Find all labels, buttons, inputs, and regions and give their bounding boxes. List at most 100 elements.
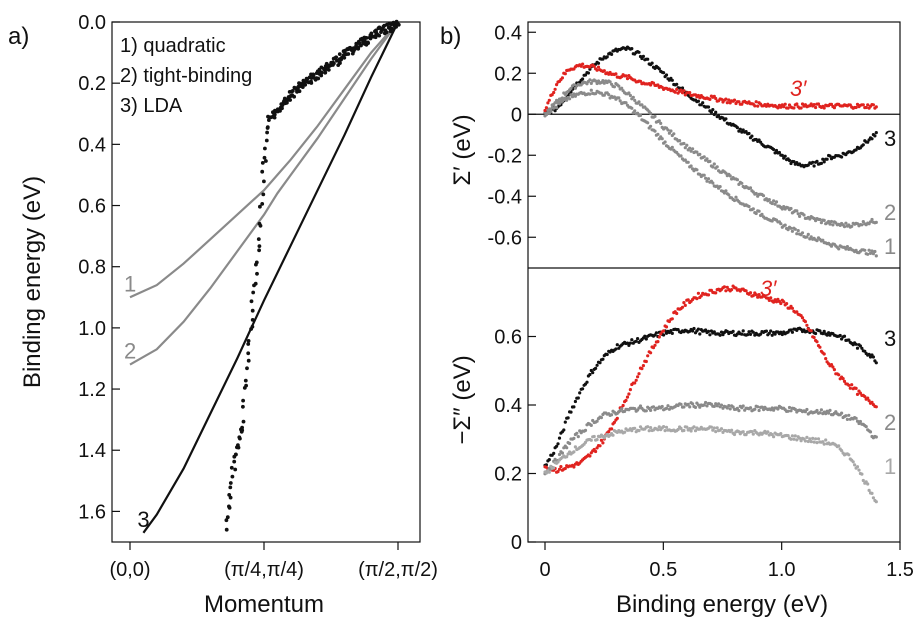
data-point [827, 331, 831, 335]
data-point [649, 408, 653, 412]
data-point [795, 438, 799, 442]
series-3′ [543, 62, 878, 113]
data-point [767, 331, 771, 335]
data-point [636, 375, 640, 379]
data-point [864, 425, 868, 429]
data-point [644, 337, 648, 341]
data-point [326, 68, 331, 72]
data-point [719, 403, 724, 407]
data-point [800, 231, 805, 235]
data-point [644, 409, 648, 413]
data-point [832, 106, 837, 110]
data-point [224, 518, 229, 523]
data-point [812, 335, 816, 340]
data-point [631, 95, 635, 99]
data-point [624, 101, 628, 105]
data-point [623, 430, 627, 434]
data-point [693, 429, 698, 433]
legend-entry: 3) LDA [120, 95, 183, 117]
data-point [364, 36, 369, 40]
data-point [569, 86, 573, 90]
data-point [692, 425, 696, 429]
x-tick-label: 1.5 [886, 559, 914, 581]
series-3′ [543, 284, 878, 474]
data-point [264, 159, 268, 163]
data-point [544, 106, 549, 110]
data-point [662, 425, 666, 429]
data-point [779, 330, 783, 334]
data-point [725, 285, 729, 289]
data-point [575, 431, 579, 435]
data-point [251, 290, 256, 295]
data-point [863, 248, 867, 252]
data-point [373, 35, 378, 40]
data-point [576, 396, 580, 400]
data-point [725, 101, 729, 105]
data-point [780, 153, 784, 157]
data-point [601, 79, 605, 83]
data-point [761, 408, 766, 412]
data-point [686, 298, 690, 302]
data-point [730, 428, 734, 432]
data-point [818, 345, 822, 349]
data-point [657, 119, 661, 123]
panel-a-series [129, 19, 401, 534]
data-point [236, 443, 240, 448]
panel-a-y-axis-title: Binding energy (eV) [19, 176, 46, 388]
data-point [812, 440, 816, 444]
data-point [547, 98, 551, 102]
data-point [712, 330, 716, 334]
data-point [688, 405, 692, 409]
data-point [718, 333, 722, 337]
curve-label: 1 [884, 234, 896, 259]
panel-b-x-axis-title: Binding energy (eV) [616, 591, 828, 618]
data-point [842, 225, 847, 229]
data-point [657, 425, 661, 429]
series-line-2 [129, 21, 399, 366]
data-point [673, 90, 677, 94]
series-1 [543, 425, 878, 504]
data-point [615, 343, 619, 347]
panel-a-label: a) [8, 23, 29, 50]
data-point [265, 125, 270, 129]
data-point [557, 436, 562, 440]
series-2 [543, 78, 878, 229]
data-point [656, 132, 660, 136]
data-point [861, 143, 865, 147]
data-point [682, 428, 686, 433]
data-point [741, 404, 745, 408]
data-point [724, 97, 728, 101]
data-point [718, 185, 722, 189]
data-point [750, 430, 754, 434]
data-point [811, 160, 815, 164]
data-point [787, 405, 792, 410]
data-point [553, 87, 557, 91]
data-point [780, 207, 784, 211]
panel-a-frame [111, 21, 421, 543]
data-point [664, 425, 669, 429]
data-point [654, 331, 659, 335]
data-point [842, 379, 847, 383]
data-point [556, 442, 560, 446]
data-point [260, 169, 265, 174]
data-point [664, 73, 669, 77]
data-point [738, 127, 742, 131]
data-point [753, 407, 757, 411]
data-point [874, 105, 878, 109]
data-point [617, 84, 621, 88]
data-point [641, 54, 646, 59]
data-point [257, 244, 262, 249]
x-tick-label: 0.5 [649, 559, 677, 581]
data-point [666, 404, 670, 408]
data-point [569, 410, 573, 414]
data-point [719, 427, 724, 431]
data-point [803, 439, 808, 443]
data-point [717, 402, 721, 406]
data-point [685, 425, 689, 429]
data-point [224, 527, 229, 532]
data-point [806, 163, 810, 167]
data-point [553, 457, 557, 461]
data-point [696, 327, 701, 331]
data-point [847, 338, 851, 342]
data-point [625, 341, 630, 345]
